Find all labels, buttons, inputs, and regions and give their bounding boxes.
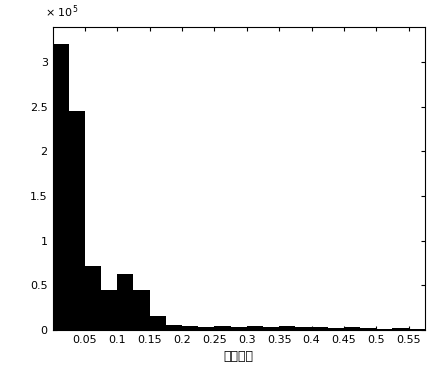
X-axis label: 相对运动: 相对运动 — [224, 350, 254, 363]
Bar — [231, 327, 247, 330]
Bar — [69, 111, 85, 330]
Bar — [295, 327, 311, 330]
Bar — [101, 290, 117, 330]
Bar — [247, 326, 263, 330]
Bar — [134, 290, 150, 330]
Bar — [182, 326, 198, 330]
Bar — [360, 328, 376, 330]
Bar — [53, 44, 69, 330]
Bar — [311, 327, 328, 330]
Text: $\times$ 10$^5$: $\times$ 10$^5$ — [45, 4, 78, 20]
Bar — [263, 327, 279, 330]
Bar — [328, 328, 344, 330]
Bar — [376, 329, 392, 330]
Bar — [344, 327, 360, 330]
Bar — [85, 266, 101, 330]
Bar — [409, 329, 425, 330]
Bar — [279, 326, 295, 330]
Bar — [198, 327, 215, 330]
Bar — [392, 328, 409, 330]
Bar — [150, 316, 166, 330]
Bar — [166, 325, 182, 330]
Bar — [215, 326, 231, 330]
Bar — [117, 274, 134, 330]
